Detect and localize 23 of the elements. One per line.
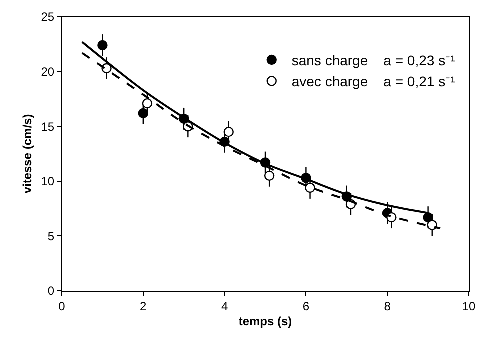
x-tick-label: 2 (140, 299, 148, 314)
point (142, 98, 153, 109)
legend-label: sans charge a = 0,23 s⁻¹ (292, 52, 456, 68)
y-tick-label: 5 (48, 229, 55, 244)
y-tick-label: 10 (41, 174, 55, 189)
y-tick-label: 20 (41, 65, 55, 79)
point (427, 220, 438, 230)
point (224, 126, 234, 138)
x-tick-label: 0 (58, 299, 66, 314)
point (305, 182, 316, 194)
x-axis-title: temps (s) (238, 314, 292, 328)
x-tick-label: 8 (384, 299, 392, 314)
point (264, 170, 275, 182)
x-tick-label: 6 (302, 299, 310, 314)
point (98, 40, 108, 51)
y-tick-label: 0 (48, 284, 55, 298)
y-tick-label: 15 (41, 120, 55, 134)
x-tick-label: 10 (462, 299, 476, 314)
point (138, 108, 148, 119)
y-tick-label: 25 (41, 10, 55, 24)
y-axis-title: vitesse (cm/s) (20, 114, 35, 194)
x-tick-label: 4 (221, 299, 228, 314)
legend-label: avec charge a = 0,21 s⁻¹ (292, 74, 456, 90)
